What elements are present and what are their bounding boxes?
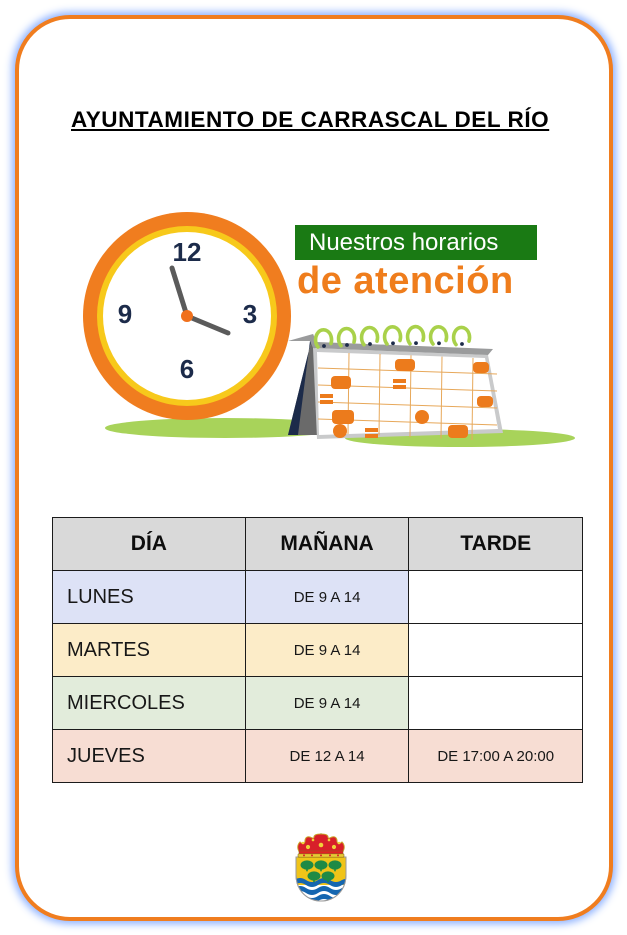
svg-text:9: 9	[118, 299, 132, 329]
svg-text:3: 3	[243, 299, 257, 329]
svg-text:12: 12	[173, 237, 202, 267]
svg-text:6: 6	[180, 354, 194, 384]
